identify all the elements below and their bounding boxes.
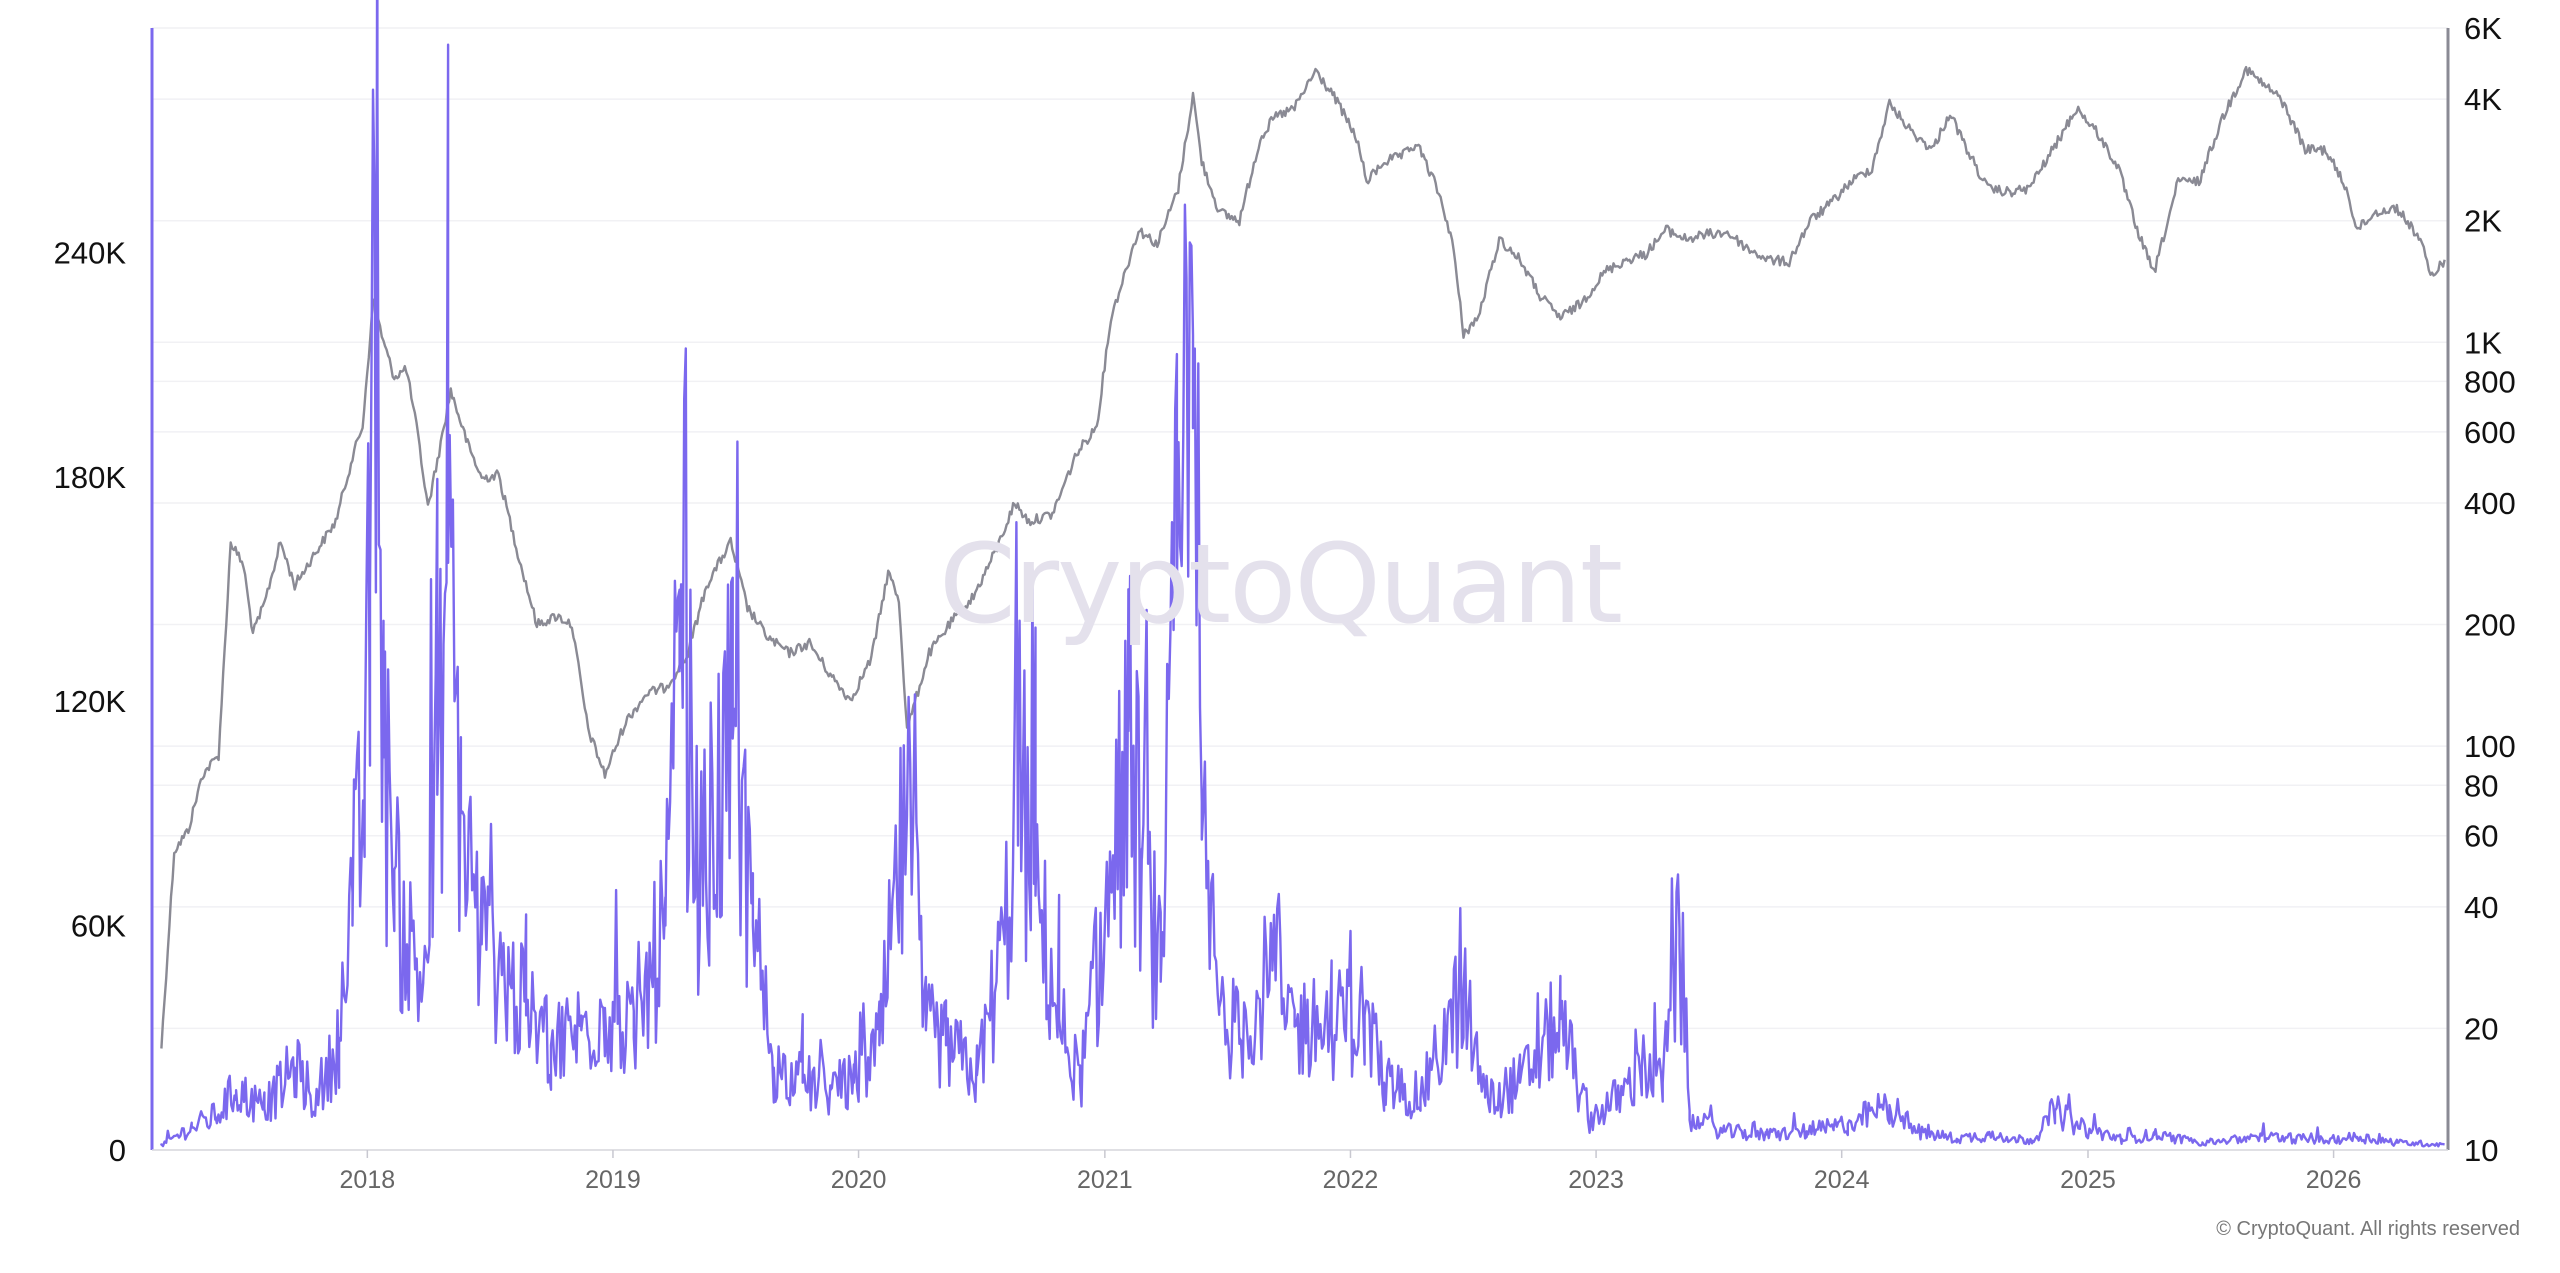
series-line-grey xyxy=(160,65,2446,1049)
copyright-notice: © CryptoQuant. All rights reserved xyxy=(2216,1218,2520,1240)
right-tick-label: 600 xyxy=(2464,415,2516,450)
right-tick-label: 100 xyxy=(2464,729,2516,764)
right-tick-label: 80 xyxy=(2464,768,2498,803)
x-tick-label: 2021 xyxy=(1077,1166,1133,1194)
x-tick-label: 2024 xyxy=(1814,1166,1870,1194)
left-tick-label: 0 xyxy=(109,1133,126,1168)
x-tick-label: 2020 xyxy=(831,1166,887,1194)
x-tick-label: 2022 xyxy=(1323,1166,1379,1194)
right-tick-label: 2K xyxy=(2464,204,2502,239)
left-tick-label: 240K xyxy=(54,235,127,270)
series-line-purple xyxy=(160,0,2445,1148)
right-tick-label: 400 xyxy=(2464,486,2516,521)
x-tick-label: 2026 xyxy=(2306,1166,2362,1194)
left-tick-label: 180K xyxy=(54,460,127,495)
right-tick-label: 10 xyxy=(2464,1133,2498,1168)
x-tick-label: 2025 xyxy=(2060,1166,2116,1194)
x-tick-label: 2018 xyxy=(340,1166,396,1194)
x-tick-label: 2019 xyxy=(585,1166,641,1194)
right-tick-label: 6K xyxy=(2464,11,2502,46)
right-tick-label: 40 xyxy=(2464,890,2498,925)
right-tick-label: 1K xyxy=(2464,325,2502,360)
right-tick-label: 60 xyxy=(2464,819,2498,854)
right-tick-label: 20 xyxy=(2464,1011,2498,1046)
left-tick-label: 60K xyxy=(71,909,126,944)
x-tick-label: 2023 xyxy=(1568,1166,1624,1194)
right-tick-label: 200 xyxy=(2464,608,2516,643)
right-tick-label: 4K xyxy=(2464,82,2502,117)
right-tick-label: 800 xyxy=(2464,364,2516,399)
left-tick-label: 120K xyxy=(54,684,127,719)
